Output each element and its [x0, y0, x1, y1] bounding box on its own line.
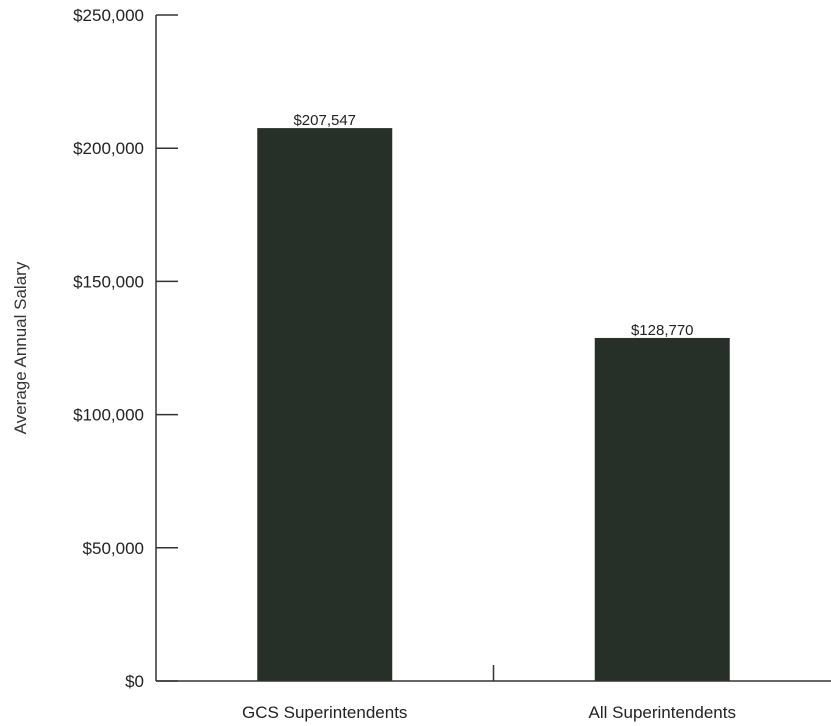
- y-tick-label: $250,000: [73, 6, 144, 25]
- bar: [594, 337, 730, 681]
- y-tick-label: $0: [125, 672, 144, 691]
- x-category-label: GCS Superintendents: [242, 703, 407, 722]
- x-axis-labels: GCS Superintendents All Superintendents: [242, 703, 736, 722]
- x-category-label: All Superintendents: [589, 703, 736, 722]
- bar: [257, 128, 393, 681]
- y-tick-label: $200,000: [73, 139, 144, 158]
- data-labels: $207,547 $128,770: [293, 112, 693, 339]
- y-tick-label: $150,000: [73, 272, 144, 291]
- y-tick-label: $100,000: [73, 406, 144, 425]
- y-tick-label: $50,000: [83, 539, 144, 558]
- y-axis-ticks: $0 $50,000 $100,000 $150,000 $200,000 $250,00…: [73, 6, 178, 691]
- y-axis-title: Average Annual Salary: [11, 261, 30, 434]
- bar-data-label: $128,770: [631, 322, 694, 339]
- bar-data-label: $207,547: [293, 112, 356, 129]
- bars: [257, 128, 730, 681]
